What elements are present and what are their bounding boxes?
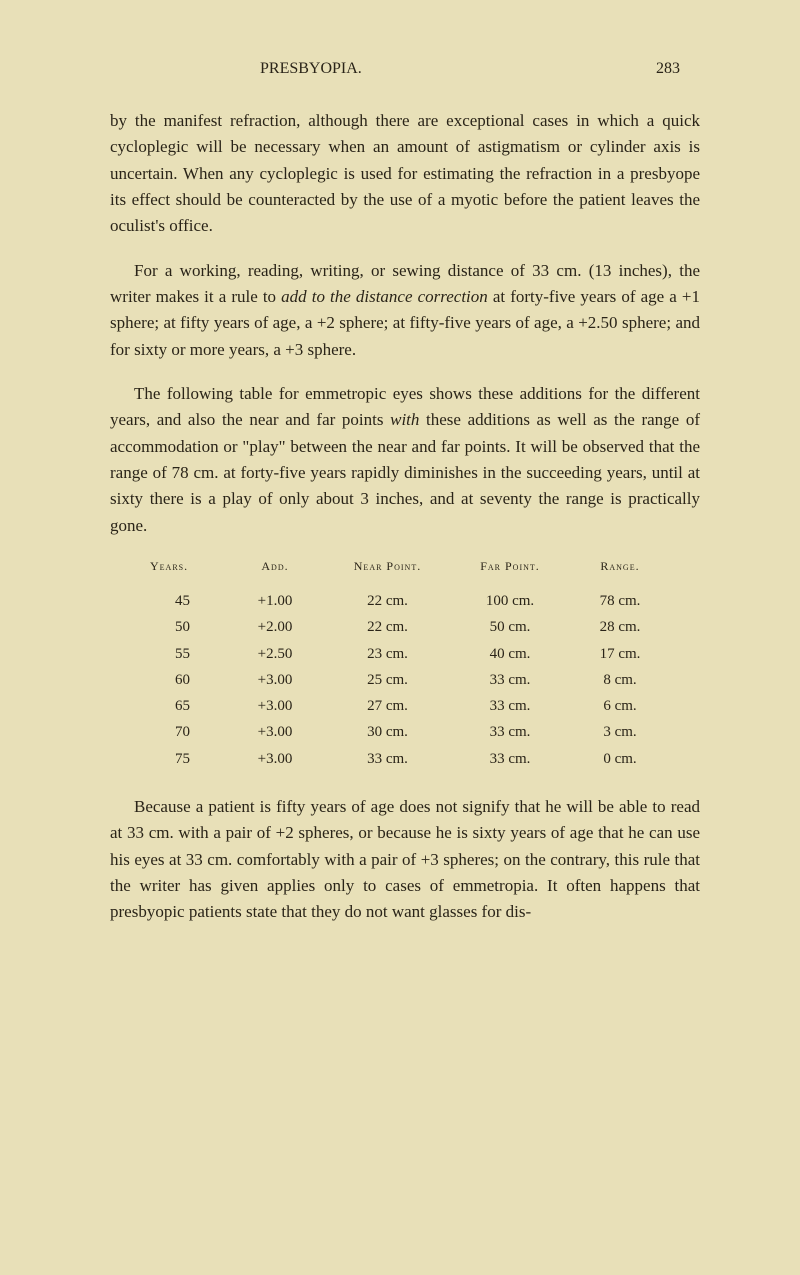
cell-years: 45 [140,588,225,614]
paragraph-2: For a working, reading, writing, or sewi… [110,258,700,363]
table-row: 50 +2.00 22 cm. 50 cm. 28 cm. [140,614,670,640]
cell-far: 33 cm. [450,667,570,693]
header-add: Add. [225,559,325,574]
table-row: 55 +2.50 23 cm. 40 cm. 17 cm. [140,641,670,667]
cell-add: +3.00 [225,667,325,693]
header-title: PRESBYOPIA. [260,60,362,78]
cell-years: 50 [140,614,225,640]
header-far: Far Point. [450,559,570,574]
cell-far: 33 cm. [450,719,570,745]
cell-add: +2.00 [225,614,325,640]
cell-add: +2.50 [225,641,325,667]
cell-add: +3.00 [225,693,325,719]
header-range: Range. [570,559,670,574]
cell-far: 100 cm. [450,588,570,614]
table-header-row: Years. Add. Near Point. Far Point. Range… [140,559,670,574]
cell-range: 28 cm. [570,614,670,640]
paragraph-4: Because a patient is fifty years of age … [110,794,700,926]
cell-near: 27 cm. [325,693,450,719]
cell-far: 50 cm. [450,614,570,640]
header-years: Years. [140,559,225,574]
paragraph-1: by the manifest refraction, although the… [110,108,700,240]
cell-range: 0 cm. [570,746,670,772]
table-row: 60 +3.00 25 cm. 33 cm. 8 cm. [140,667,670,693]
presbyopia-table: Years. Add. Near Point. Far Point. Range… [140,559,670,772]
cell-add: +1.00 [225,588,325,614]
table-row: 45 +1.00 22 cm. 100 cm. 78 cm. [140,588,670,614]
cell-far: 33 cm. [450,693,570,719]
cell-years: 75 [140,746,225,772]
cell-near: 22 cm. [325,614,450,640]
cell-range: 78 cm. [570,588,670,614]
cell-add: +3.00 [225,719,325,745]
cell-near: 25 cm. [325,667,450,693]
page-header: PRESBYOPIA. 283 [110,60,700,78]
table-row: 65 +3.00 27 cm. 33 cm. 6 cm. [140,693,670,719]
cell-years: 70 [140,719,225,745]
cell-range: 3 cm. [570,719,670,745]
cell-years: 55 [140,641,225,667]
cell-add: +3.00 [225,746,325,772]
cell-far: 33 cm. [450,746,570,772]
cell-range: 6 cm. [570,693,670,719]
p3-italic-1: with [390,410,419,429]
table-row: 75 +3.00 33 cm. 33 cm. 0 cm. [140,746,670,772]
cell-near: 23 cm. [325,641,450,667]
cell-near: 30 cm. [325,719,450,745]
table-row: 70 +3.00 30 cm. 33 cm. 3 cm. [140,719,670,745]
cell-far: 40 cm. [450,641,570,667]
page-number: 283 [656,60,680,78]
cell-years: 60 [140,667,225,693]
cell-years: 65 [140,693,225,719]
cell-near: 33 cm. [325,746,450,772]
cell-range: 8 cm. [570,667,670,693]
cell-range: 17 cm. [570,641,670,667]
header-near: Near Point. [325,559,450,574]
paragraph-3: The following table for emmetropic eyes … [110,381,700,539]
p2-italic-1: add to the distance correction [281,287,488,306]
cell-near: 22 cm. [325,588,450,614]
